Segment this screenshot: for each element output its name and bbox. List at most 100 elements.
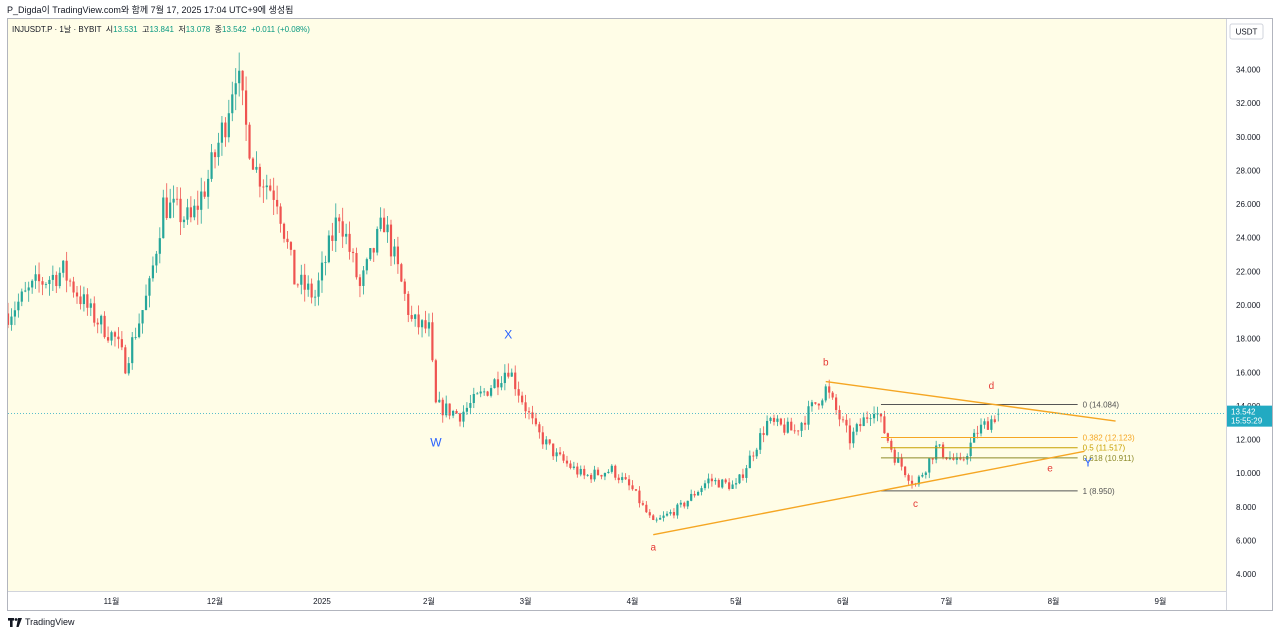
candle-body: [676, 504, 679, 516]
candle: [876, 406, 879, 422]
candle-body: [838, 409, 841, 420]
candle: [27, 281, 30, 302]
candle: [855, 422, 858, 436]
candle-body: [507, 372, 510, 377]
candle-body: [389, 224, 393, 257]
candle-body: [486, 391, 489, 396]
candle: [600, 474, 603, 480]
candle: [110, 330, 113, 346]
candle-body: [955, 457, 958, 460]
candle-body: [24, 290, 27, 292]
chart-frame[interactable]: 0 (14.084) 0.382 (12.123) 0.5 (11.517) 0.61…: [7, 18, 1273, 611]
candle-body: [552, 443, 555, 457]
candle-body: [762, 433, 765, 435]
tradingview-logo[interactable]: TradingView: [8, 617, 75, 627]
candle-body: [175, 198, 179, 200]
candle-body: [869, 418, 872, 420]
candle: [124, 344, 127, 375]
candle: [372, 247, 375, 262]
candle-body: [938, 444, 941, 446]
candle: [841, 416, 845, 423]
candle-body: [472, 393, 475, 404]
candle-body: [286, 238, 289, 243]
candle: [313, 289, 317, 307]
candle: [700, 485, 703, 496]
candle: [400, 262, 403, 283]
candle-body: [382, 217, 386, 233]
candle: [990, 415, 993, 433]
fib-level-label: 0 (14.084): [1083, 401, 1120, 410]
candle-body: [441, 399, 444, 416]
candle-body: [203, 191, 206, 197]
candle-body: [527, 411, 531, 413]
candle-body: [200, 191, 203, 210]
candle-body: [124, 347, 127, 374]
time-tick-label: 3월: [520, 596, 532, 606]
candle-body: [641, 503, 644, 505]
price-tick-label: 32.000: [1236, 99, 1261, 108]
candle-body: [148, 278, 151, 296]
candle-body: [244, 90, 248, 125]
candle: [721, 478, 724, 489]
candle: [817, 403, 820, 410]
candle-body: [728, 482, 731, 489]
candle: [324, 255, 327, 276]
candle-body: [769, 417, 772, 421]
candle: [483, 388, 486, 396]
candle-body: [669, 512, 672, 514]
candle-body: [648, 512, 651, 516]
candle: [783, 418, 786, 436]
candle: [935, 440, 938, 464]
fib-retracement: 0 (14.084) 0.382 (12.123)0.5 (11.517)0.61…: [880, 401, 1135, 496]
candle: [900, 453, 903, 471]
price-axis: 4.0006.0008.00010.00012.00014.00016.0001…: [1227, 23, 1272, 579]
candle-body: [345, 233, 348, 237]
candle-body: [493, 379, 496, 389]
candle: [807, 400, 810, 430]
currency-label: USDT: [1236, 28, 1258, 37]
wave-label: W: [430, 435, 442, 449]
candle: [62, 260, 65, 278]
candle-body: [296, 284, 299, 286]
candle: [351, 248, 355, 263]
candle-body: [120, 339, 123, 348]
candle: [20, 288, 23, 307]
price-chart[interactable]: 0 (14.084) 0.382 (12.123)0.5 (11.517)0.61…: [8, 19, 1273, 611]
candle-body: [96, 322, 99, 325]
candle-body: [169, 202, 172, 219]
candle-body: [37, 274, 41, 282]
candle: [500, 376, 503, 391]
candle: [310, 278, 313, 304]
candle: [51, 265, 54, 292]
candle-body: [534, 418, 538, 425]
candle: [472, 387, 475, 409]
fib-level-label: 1 (8.950): [1083, 487, 1115, 496]
candle: [676, 503, 679, 519]
candle-body: [800, 422, 803, 431]
candle-body: [303, 274, 306, 290]
tradingview-logo-text: TradingView: [25, 617, 75, 627]
candle: [89, 298, 92, 317]
candle: [234, 68, 237, 111]
candles: [8, 52, 1000, 523]
candle: [986, 416, 990, 430]
candle: [300, 264, 303, 295]
candle: [565, 455, 569, 467]
candle: [752, 451, 755, 462]
candle-body: [251, 158, 255, 170]
candle: [793, 424, 796, 434]
candle-body: [282, 223, 286, 239]
candle-body: [803, 422, 807, 425]
fib-level-label: 0.618 (10.911): [1083, 454, 1135, 463]
candle-body: [182, 219, 186, 223]
candle-body: [731, 484, 734, 489]
candle-body: [265, 185, 268, 188]
wave-label: Y: [1084, 456, 1092, 470]
candle: [517, 381, 520, 403]
candle-body: [824, 386, 827, 401]
candle: [331, 222, 334, 251]
candle: [334, 203, 337, 252]
candle: [866, 411, 869, 424]
candle-body: [276, 199, 279, 207]
candle: [879, 413, 883, 423]
